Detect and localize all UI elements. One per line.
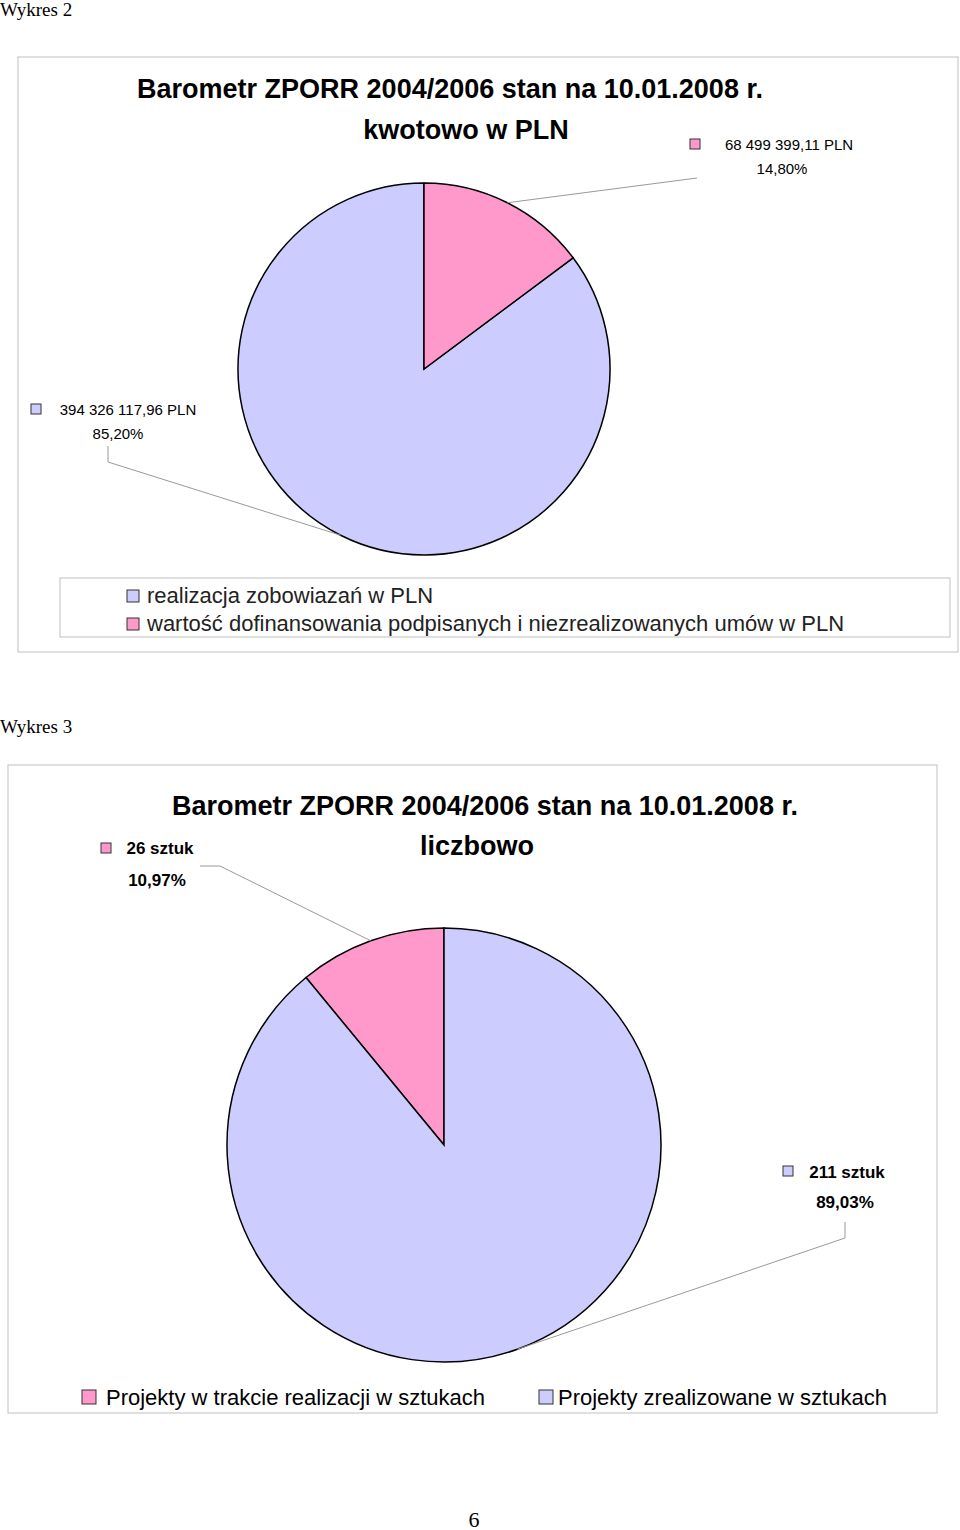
slices <box>238 183 610 555</box>
title: Barometr ZPORR 2004/2006 stan na 10.01.2… <box>172 791 798 821</box>
chart: Barometr ZPORR 2004/2006 stan na 10.01.2… <box>8 765 937 1413</box>
data-label: 68 499 399,11 PLN <box>725 136 853 153</box>
legend-key <box>127 590 139 602</box>
slice <box>227 928 661 1362</box>
subtitle: kwotowo w PLN <box>363 115 569 145</box>
legend: realizacja zobowiazań w PLN wartość dofin… <box>60 578 950 637</box>
chart: Barometr ZPORR 2004/2006 stan na 10.01.2… <box>18 57 958 652</box>
leader-line <box>517 1222 845 1349</box>
data-label: 26 sztuk <box>126 839 194 858</box>
data-label: 10,97% <box>128 871 186 890</box>
slice <box>238 183 610 555</box>
legend-label: Projekty zrealizowane w sztukach <box>558 1385 887 1410</box>
slice <box>424 183 573 369</box>
legend-label: wartość dofinansowania podpisanych i nie… <box>146 611 844 636</box>
leader-line <box>507 178 697 203</box>
data-label: 89,03% <box>816 1193 874 1212</box>
label-key <box>31 404 41 414</box>
label-key <box>783 1166 793 1176</box>
label-key <box>690 139 700 149</box>
page-number: 6 <box>469 1507 480 1530</box>
data-label: 85,20% <box>93 425 144 442</box>
legend: Projekty w trakcie realizacji w sztukach… <box>82 1385 887 1410</box>
legend-key <box>539 1390 553 1404</box>
title: Barometr ZPORR 2004/2006 stan na 10.01.2… <box>137 74 763 104</box>
label-key <box>101 843 111 853</box>
leader-line <box>200 866 371 941</box>
subtitle: liczbowo <box>420 831 534 861</box>
leader-line <box>108 446 341 535</box>
page: Wykres 2 Wykres 3 6 Barometr ZPORR 2004/200… <box>0 0 960 1530</box>
caption: Wykres 2 <box>0 0 72 20</box>
chart-frame <box>18 57 958 652</box>
legend-label: realizacja zobowiazań w PLN <box>147 583 433 608</box>
chart-frame <box>8 765 937 1413</box>
legend-label: Projekty w trakcie realizacji w sztukach <box>106 1385 485 1410</box>
data-label: 14,80% <box>757 160 808 177</box>
slices <box>227 928 661 1362</box>
caption: Wykres 3 <box>0 716 72 737</box>
data-label: 211 sztuk <box>809 1163 885 1182</box>
legend-key <box>127 618 139 630</box>
legend-frame <box>60 578 950 637</box>
data-label: 394 326 117,96 PLN <box>60 401 197 418</box>
legend-key <box>82 1390 96 1404</box>
